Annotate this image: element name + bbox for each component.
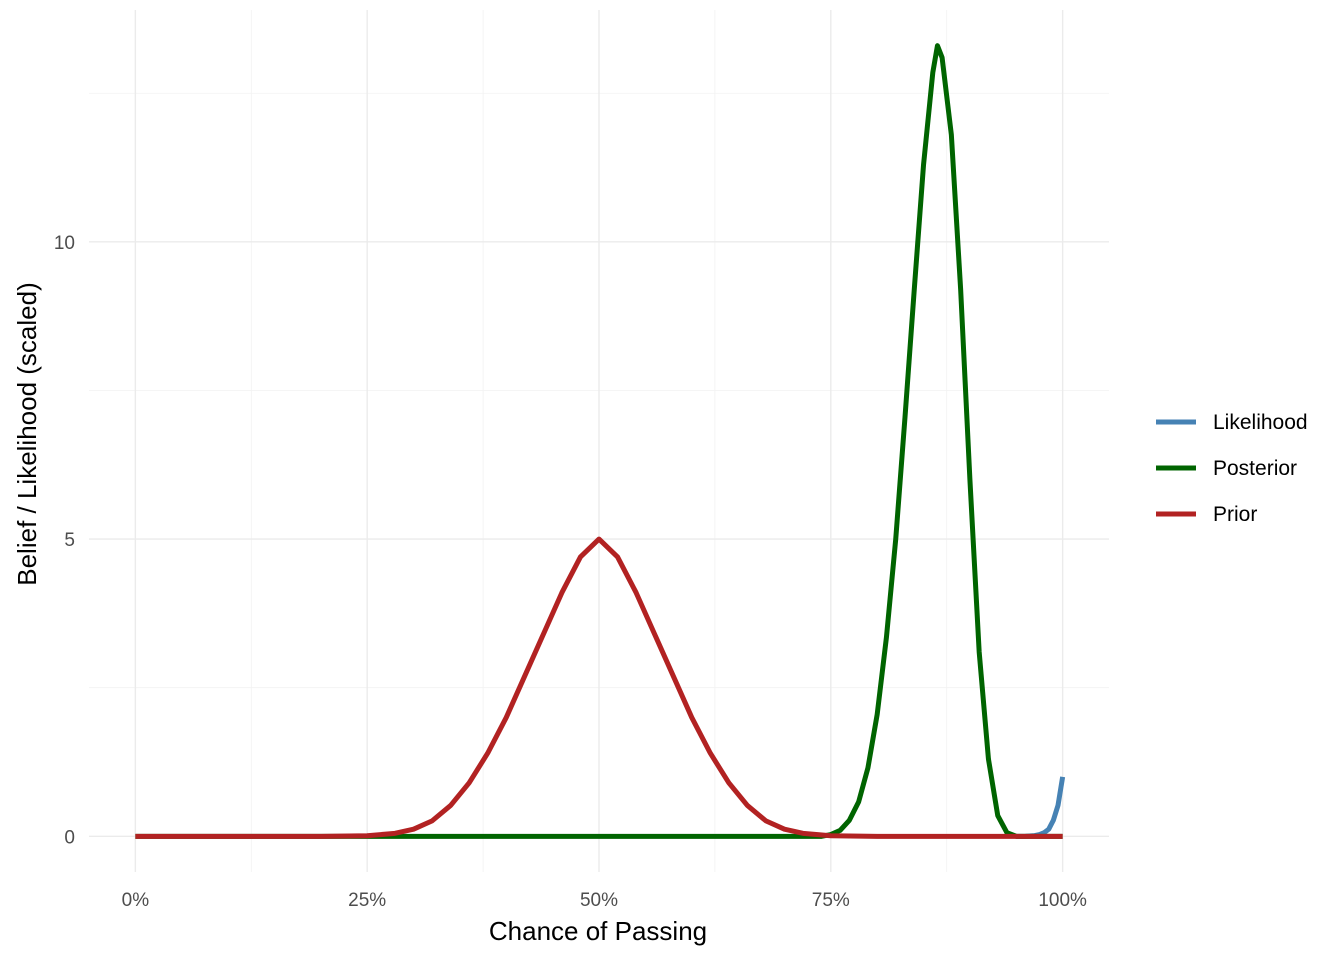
legend-label-posterior: Posterior [1213, 457, 1297, 480]
legend: Likelihood Posterior Prior [1156, 411, 1308, 526]
y-axis-ticks: 0 5 10 [54, 233, 75, 848]
x-tick-label: 0% [122, 890, 150, 911]
x-tick-label: 75% [812, 890, 850, 911]
x-axis-ticks: 0% 25% 50% 75% 100% [122, 890, 1087, 911]
legend-label-likelihood: Likelihood [1213, 411, 1308, 434]
x-tick-label: 50% [580, 890, 618, 911]
series-line-prior [135, 536, 1063, 839]
y-tick-label: 5 [64, 530, 75, 551]
y-tick-label: 10 [54, 233, 75, 254]
series-lines [135, 43, 1066, 839]
x-tick-label: 100% [1038, 890, 1087, 911]
grid [89, 10, 1109, 872]
legend-label-prior: Prior [1213, 503, 1257, 526]
x-axis-title: Chance of Passing [489, 916, 707, 946]
series-line-posterior [135, 43, 1063, 839]
x-tick-label: 25% [348, 890, 386, 911]
y-axis-title: Belief / Likelihood (scaled) [12, 282, 42, 586]
series-line-likelihood [1016, 776, 1066, 839]
y-tick-label: 0 [64, 827, 75, 848]
